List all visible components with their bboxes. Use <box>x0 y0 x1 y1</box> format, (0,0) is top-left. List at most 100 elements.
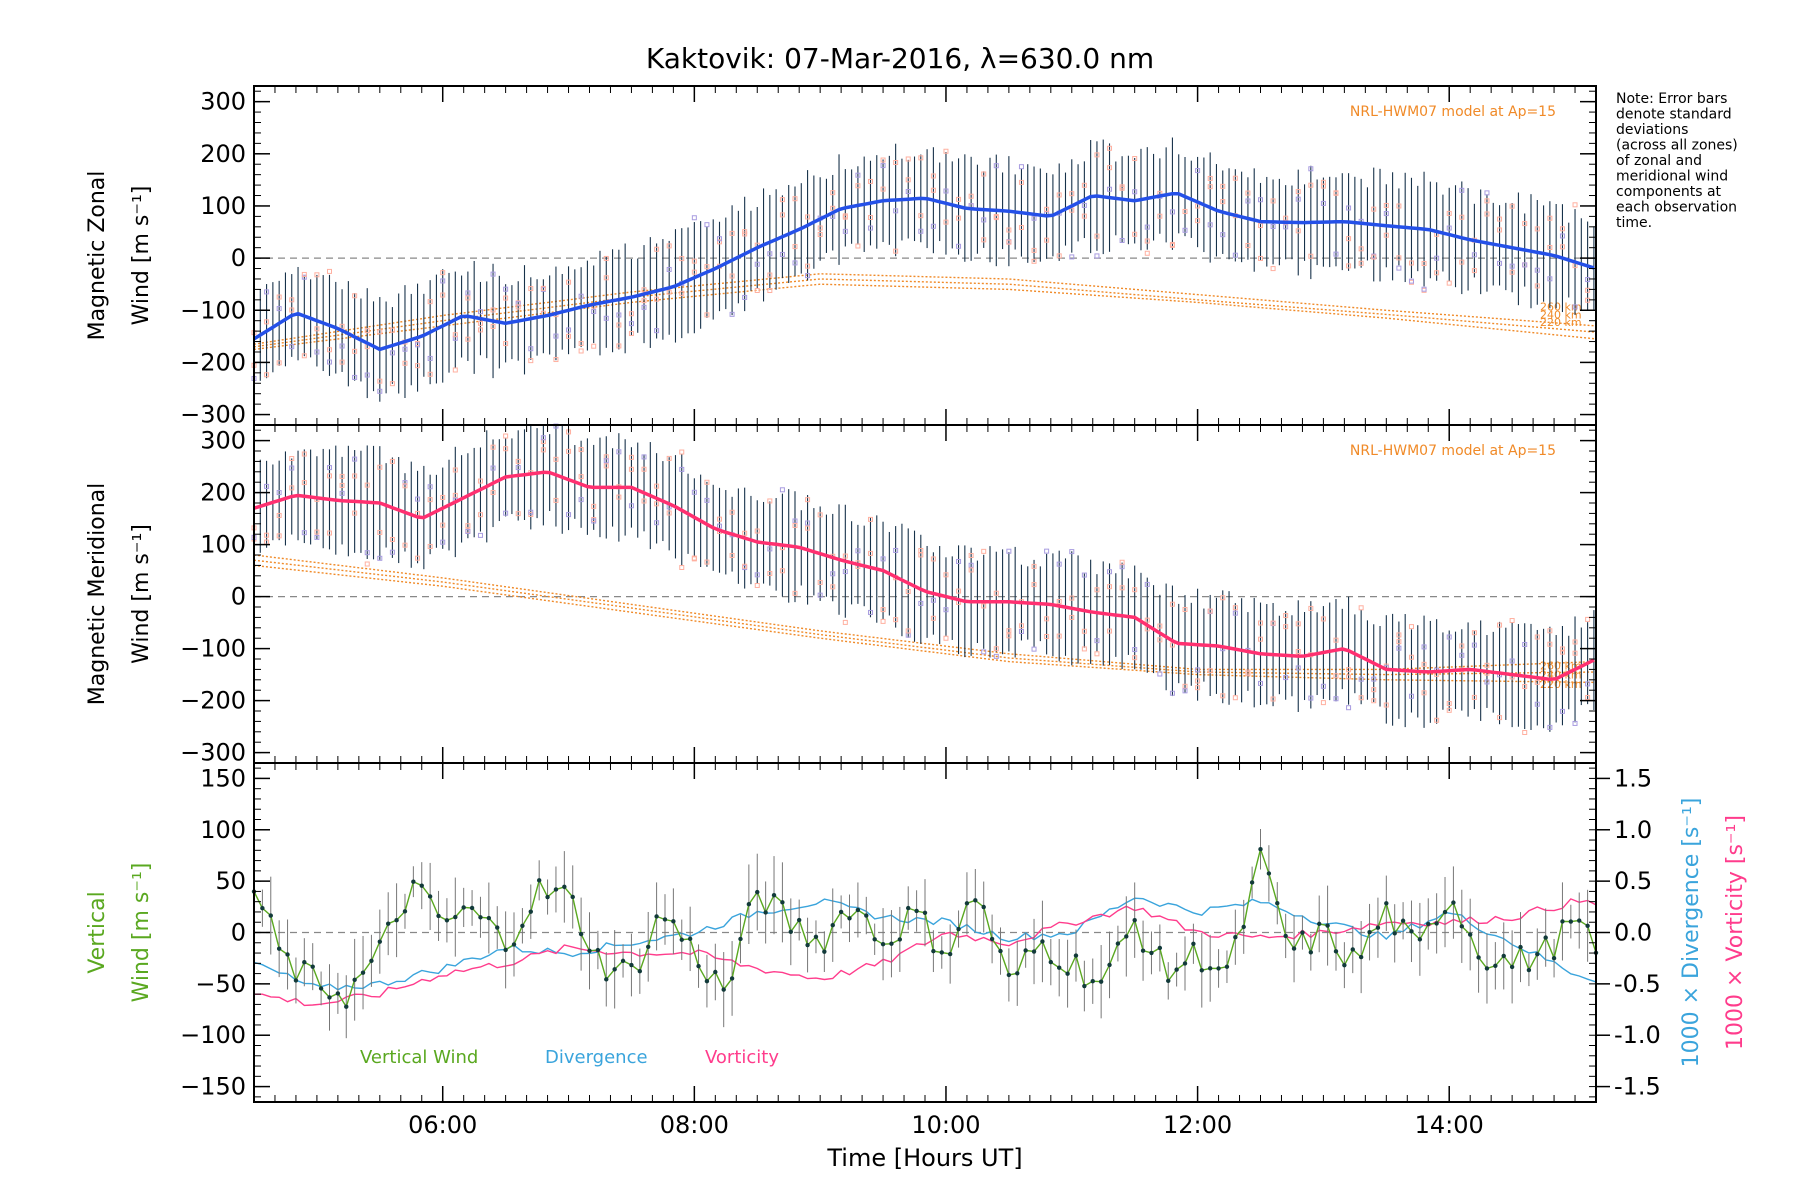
zone-marker <box>540 447 546 453</box>
vertical-wind-point <box>1233 935 1238 940</box>
zone-marker <box>1408 693 1414 699</box>
zone-marker <box>427 543 433 549</box>
zone-marker <box>805 263 811 269</box>
zone-marker <box>1585 695 1591 701</box>
zone-marker <box>603 315 609 321</box>
zone-marker <box>1107 584 1113 590</box>
zone-marker <box>603 255 609 261</box>
legend-item: Vorticity <box>705 1047 779 1068</box>
zone-marker <box>465 528 471 534</box>
zone-marker <box>842 228 848 234</box>
vertical-wind-point <box>1107 962 1112 968</box>
legend-item: Divergence <box>545 1047 648 1068</box>
y-tick-label: −150 <box>180 1073 246 1101</box>
zone-marker <box>553 456 559 462</box>
vertical-wind-point <box>469 905 475 911</box>
zone-marker <box>528 358 534 364</box>
vertical-wind-point <box>1325 923 1330 928</box>
zone-marker <box>402 360 408 366</box>
vertical-wind-point <box>1006 972 1012 978</box>
zone-marker <box>1157 213 1163 219</box>
zone-marker <box>452 367 458 373</box>
vertical-wind-point <box>545 894 550 900</box>
zone-marker <box>616 343 622 349</box>
zone-marker <box>402 480 408 486</box>
zone-marker <box>1333 696 1339 702</box>
zone-marker <box>264 483 270 489</box>
zone-marker <box>1434 255 1440 261</box>
zone-marker <box>704 559 710 565</box>
zone-marker <box>301 480 307 486</box>
zone-marker <box>1270 696 1276 702</box>
zone-marker <box>842 553 848 559</box>
zone-marker <box>276 512 282 518</box>
zone-marker <box>1421 661 1427 667</box>
zone-marker <box>1534 634 1540 640</box>
zone-marker <box>779 197 785 203</box>
zone-marker <box>1283 624 1289 630</box>
zone-marker <box>654 246 660 252</box>
zone-marker <box>1471 630 1477 636</box>
vertical-wind-point <box>1560 919 1565 924</box>
zone-marker <box>679 256 685 262</box>
zone-marker <box>415 555 421 561</box>
zone-marker <box>641 304 647 310</box>
zone-marker <box>1207 668 1213 674</box>
vertical-wind-point <box>620 958 626 964</box>
zone-marker <box>415 342 421 348</box>
zone-marker <box>830 205 836 211</box>
vertical-wind-point <box>344 1004 349 1009</box>
y-tick-label: 150 <box>200 764 246 792</box>
zone-marker <box>452 492 458 498</box>
zone-marker <box>1258 636 1263 642</box>
zone-marker <box>905 628 911 634</box>
note-line: (across all zones) <box>1616 138 1738 154</box>
zone-marker <box>1358 605 1364 611</box>
zone-marker <box>591 503 597 509</box>
model-curve <box>253 564 1597 684</box>
vertical-wind-point <box>1149 950 1154 956</box>
zone-marker <box>993 590 999 596</box>
vertical-wind-point <box>1442 909 1448 915</box>
zone-marker <box>893 248 899 254</box>
zone-marker <box>729 230 735 236</box>
zone-marker <box>1333 190 1339 196</box>
zone-marker <box>1383 232 1389 238</box>
zone-marker <box>427 484 433 490</box>
vertical-wind-point <box>411 879 416 884</box>
zone-marker <box>364 372 370 378</box>
zone-marker <box>1534 283 1540 289</box>
zone-marker <box>289 456 295 462</box>
zone-marker <box>339 323 345 329</box>
zone-marker <box>1547 215 1553 221</box>
zone-marker <box>1308 605 1314 611</box>
y-tick-label: 100 <box>200 531 246 559</box>
zone-marker <box>1308 695 1314 701</box>
zone-marker <box>1509 618 1515 624</box>
zone-marker <box>1585 681 1591 687</box>
zone-marker <box>528 509 534 515</box>
zone-marker <box>1471 694 1477 700</box>
zone-marker <box>1333 673 1339 679</box>
zone-marker <box>1459 259 1465 265</box>
zone-marker <box>1408 654 1414 660</box>
vertical-wind-point <box>1140 948 1146 953</box>
zone-marker <box>1497 260 1503 266</box>
zone-marker <box>1044 206 1050 212</box>
zone-marker <box>1056 253 1062 259</box>
zone-marker <box>603 458 609 464</box>
zone-marker <box>515 511 521 517</box>
zone-marker <box>1144 617 1150 623</box>
zone-marker <box>490 490 496 496</box>
vertical-wind-point <box>755 889 760 895</box>
zone-marker <box>893 160 899 166</box>
zone-marker <box>1346 674 1352 680</box>
zone-marker <box>326 530 332 536</box>
zone-marker <box>1195 667 1201 673</box>
zone-marker <box>364 482 370 488</box>
zone-marker <box>867 609 873 615</box>
zone-marker <box>1509 658 1515 664</box>
zone-marker <box>1169 601 1175 607</box>
zone-marker <box>616 312 622 318</box>
zone-marker <box>1081 572 1087 578</box>
